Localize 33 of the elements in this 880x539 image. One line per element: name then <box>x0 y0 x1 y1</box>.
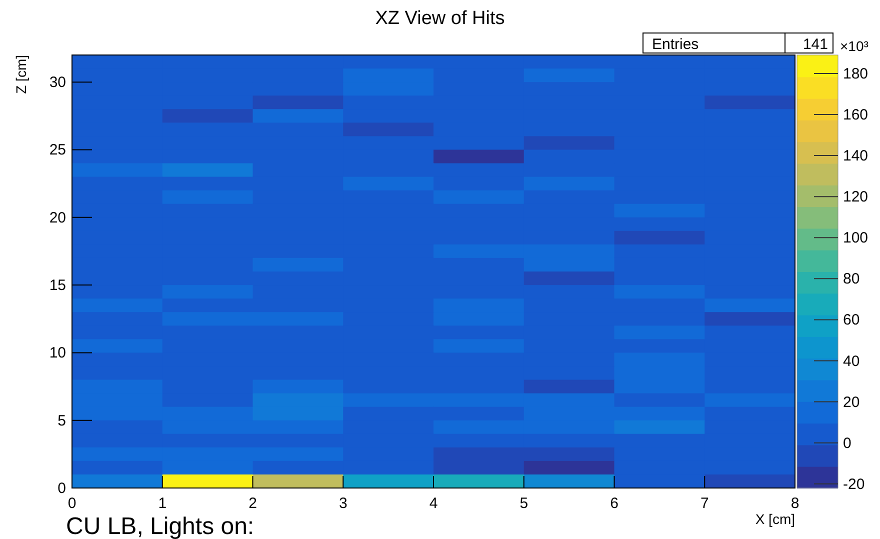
color-bar-label: -20 <box>843 476 865 493</box>
y-tick-label: 25 <box>49 142 66 159</box>
y-tick-label: 20 <box>49 209 66 226</box>
x-tick-label: 7 <box>700 495 709 512</box>
x-tick-label: 2 <box>248 495 257 512</box>
x-tick-label: 6 <box>610 495 618 512</box>
y-tick-label: 30 <box>49 74 66 92</box>
color-bar-label: 120 <box>843 188 868 206</box>
y-axis-title: Z [cm] <box>13 55 29 94</box>
x-tick-label: 1 <box>158 495 167 512</box>
color-bar-label: 160 <box>843 106 868 124</box>
y-tick-label: 10 <box>49 344 66 362</box>
x-tick-label: 3 <box>338 495 348 512</box>
color-bar-label: 140 <box>843 148 868 165</box>
color-bar-label: 180 <box>843 65 868 82</box>
color-bar-title: ×10³ <box>840 38 869 54</box>
x-tick-label: 5 <box>520 495 528 512</box>
color-bar-label: 40 <box>843 352 860 370</box>
chart-title: XZ View of Hits <box>375 8 505 29</box>
x-axis-title: X [cm] <box>755 511 795 527</box>
y-tick-label: 15 <box>49 277 66 294</box>
x-tick-label: 4 <box>429 495 438 512</box>
x-tick-label: 8 <box>790 495 800 512</box>
color-bar-label: 100 <box>843 230 868 247</box>
color-bar-label: 20 <box>843 394 860 411</box>
color-bar-label: 0 <box>843 434 852 452</box>
y-tick-label: 5 <box>58 412 66 430</box>
text: CU LB, Lights on: <box>66 513 254 539</box>
y-tick-label: 0 <box>58 480 66 497</box>
color-bar-label: 80 <box>843 270 860 288</box>
text: 141 <box>802 36 828 53</box>
color-bar-label: 60 <box>843 312 860 329</box>
text: Entries <box>652 36 699 53</box>
